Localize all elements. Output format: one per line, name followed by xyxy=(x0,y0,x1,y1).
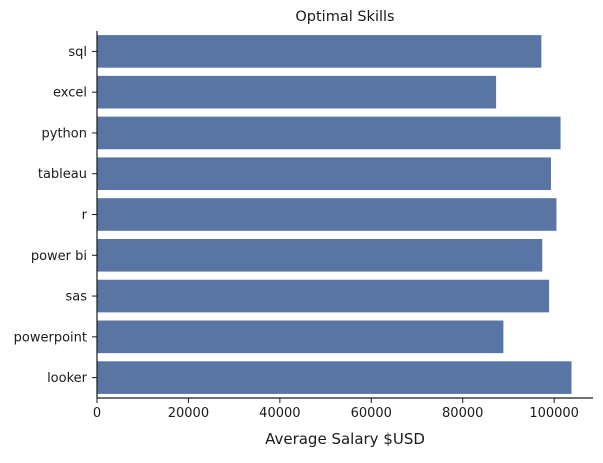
bar-sql xyxy=(97,35,542,68)
bars-layer xyxy=(97,35,572,394)
bar-r xyxy=(97,198,557,231)
bar-excel xyxy=(97,75,497,109)
bar-tableau xyxy=(97,157,551,191)
y-tick-label-looker: looker xyxy=(47,371,88,386)
y-tick-label-tableau: tableau xyxy=(38,167,87,182)
y-tick-label-python: python xyxy=(42,126,87,141)
y-tick-label-sas: sas xyxy=(65,290,87,305)
x-tick-label-40000: 40000 xyxy=(259,406,300,421)
x-tick-label-80000: 80000 xyxy=(442,406,483,421)
bar-looker xyxy=(97,361,572,394)
bar-power-bi xyxy=(97,238,543,272)
bar-python xyxy=(97,116,561,150)
bar-sas xyxy=(97,279,550,313)
chart-title: Optimal Skills xyxy=(295,9,394,25)
y-tick-label-power-bi: power bi xyxy=(31,249,87,264)
axes-layer: sql excel python tableau r power bi sas powerpo… xyxy=(14,31,593,421)
y-tick-label-sql: sql xyxy=(68,45,87,60)
y-tick-label-excel: excel xyxy=(53,86,87,101)
x-tick-label-0: 0 xyxy=(93,406,101,421)
x-axis-title: Average Salary $USD xyxy=(265,430,425,448)
y-tick-label-powerpoint: powerpoint xyxy=(14,330,87,345)
x-tick-label-20000: 20000 xyxy=(168,406,209,421)
x-tick-label-100000: 100000 xyxy=(529,406,579,421)
x-tick-label-60000: 60000 xyxy=(351,406,392,421)
y-tick-label-r: r xyxy=(82,208,88,223)
bar-powerpoint xyxy=(97,320,504,354)
